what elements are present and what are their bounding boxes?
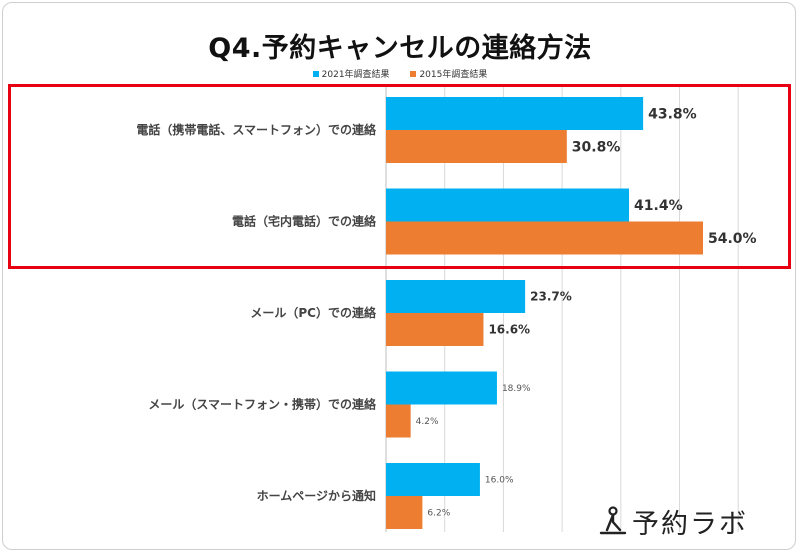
data-label: 43.8% [648,106,697,122]
data-label: 18.9% [502,384,531,394]
bar-2021 [386,188,630,222]
bar-2021 [386,371,497,405]
legend-item-2015: 2015年調査結果 [410,67,487,80]
bar-2021 [386,280,526,313]
data-label: 54.0% [708,231,757,247]
person-icon [599,506,627,535]
highlight-box [8,84,791,269]
legend: 2021年調査結果 2015年調査結果 [0,67,800,80]
legend-label-2015: 2015年調査結果 [419,70,488,80]
data-label: 23.7% [530,290,572,304]
bar-2021 [386,463,480,496]
data-label: 4.2% [416,417,439,427]
data-label: 30.8% [572,139,621,155]
chart-title: Q4.予約キャンセルの連絡方法 [208,33,592,64]
category-label: ホームページから通知 [257,488,376,503]
legend-swatch-2015 [410,70,417,77]
legend-swatch-2021 [312,70,319,77]
data-label: 41.4% [634,198,683,214]
category-label: 電話（宅内電話）での連絡 [232,214,377,229]
data-label: 6.2% [427,509,450,519]
logo-text: 予約ラボ [632,508,748,540]
bar-2015 [386,221,703,255]
legend-item-2021: 2021年調査結果 [312,67,390,80]
bar-2015 [386,130,567,163]
category-label: メール（PC）での連絡 [250,305,377,320]
bar-2015 [386,404,411,438]
data-label: 16.6% [488,323,530,337]
bar-2021 [386,97,644,130]
legend-label-2021: 2021年調査結果 [321,70,390,80]
data-label: 16.0% [485,476,514,486]
bar-2015 [386,496,423,529]
bar-2015 [386,313,484,346]
category-label: メール（スマートフォン・携帯）での連絡 [148,397,377,412]
logo: 予約ラボ [598,500,748,542]
category-label: 電話（携帯電話、スマートフォン）での連絡 [136,122,377,137]
